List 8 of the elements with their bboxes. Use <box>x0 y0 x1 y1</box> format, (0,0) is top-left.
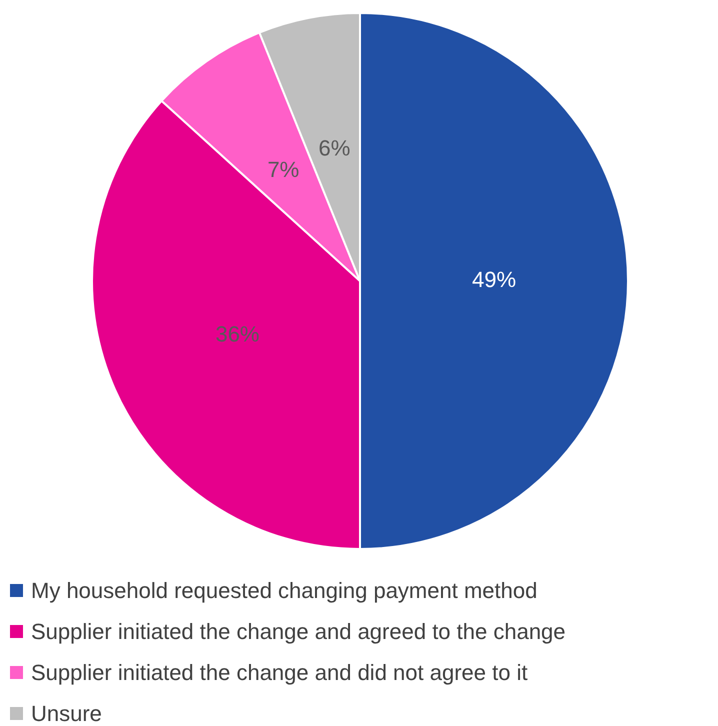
data-label: 36% <box>215 321 260 346</box>
data-label: 6% <box>318 136 350 161</box>
data-label: 7% <box>267 157 300 182</box>
legend-label: Supplier initiated the change and agreed to the change <box>31 618 566 644</box>
data-label: 49% <box>472 267 516 292</box>
legend-label: My household requested changing payment method <box>31 578 538 604</box>
legend-label: Supplier initiated the change and did not agree to it <box>31 660 528 686</box>
legend-label: Unsure <box>31 700 102 726</box>
